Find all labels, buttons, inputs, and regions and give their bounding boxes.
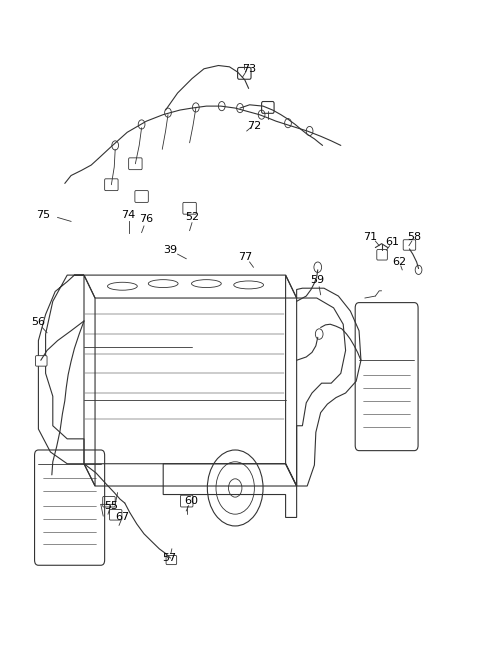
Text: 74: 74 (121, 210, 136, 220)
Text: 76: 76 (139, 214, 154, 225)
Text: 67: 67 (115, 512, 130, 523)
Text: 75: 75 (36, 210, 50, 220)
FancyBboxPatch shape (105, 179, 118, 191)
FancyBboxPatch shape (36, 356, 47, 366)
Text: 62: 62 (392, 257, 407, 267)
Text: 72: 72 (247, 121, 262, 131)
Text: 59: 59 (310, 275, 324, 286)
Text: 58: 58 (407, 232, 421, 242)
Text: 52: 52 (185, 212, 199, 223)
Text: 56: 56 (31, 317, 46, 328)
Text: 60: 60 (184, 496, 198, 506)
FancyBboxPatch shape (129, 158, 142, 170)
FancyBboxPatch shape (135, 191, 148, 202)
Text: 61: 61 (385, 237, 400, 248)
Text: 39: 39 (163, 245, 178, 255)
Text: 57: 57 (162, 553, 176, 563)
Text: 71: 71 (363, 232, 378, 242)
Text: 77: 77 (238, 252, 252, 262)
Text: 55: 55 (104, 500, 119, 511)
Text: 73: 73 (242, 64, 257, 74)
FancyBboxPatch shape (183, 202, 196, 214)
